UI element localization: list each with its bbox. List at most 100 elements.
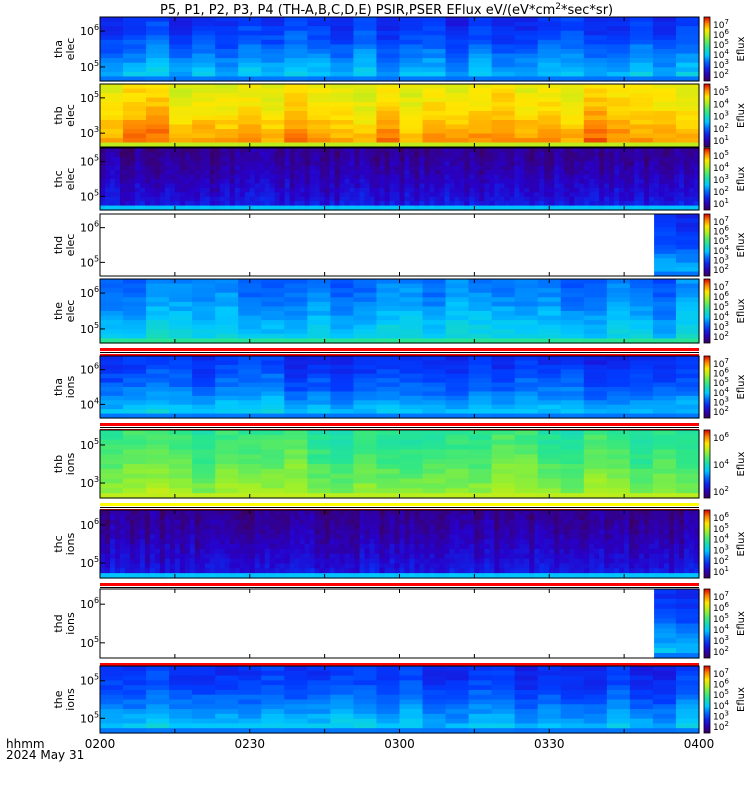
- heatmap-cell: [404, 563, 411, 569]
- heatmap-cell: [304, 205, 311, 211]
- heatmap-cell: [199, 544, 206, 550]
- heatmap-cell: [149, 192, 156, 198]
- heatmap-cell: [491, 329, 516, 335]
- heatmap-cell: [652, 49, 677, 55]
- heatmap-cell: [422, 71, 447, 78]
- heatmap-cell: [404, 161, 411, 167]
- heatmap-cell: [324, 529, 331, 535]
- heatmap-cell: [224, 192, 231, 198]
- heatmap-cell: [284, 115, 308, 121]
- heatmap-cell: [479, 165, 485, 171]
- heatmap-cell: [174, 187, 181, 193]
- heatmap-cell: [494, 573, 500, 579]
- heatmap-cell: [504, 573, 510, 579]
- heatmap-cell: [445, 306, 470, 312]
- heatmap-cell: [269, 187, 276, 193]
- heatmap-cell: [179, 148, 186, 154]
- heatmap-cell: [239, 187, 246, 193]
- heatmap-cell: [244, 514, 251, 521]
- heatmap-cell: [149, 179, 156, 185]
- heatmap-cell: [100, 88, 124, 94]
- heatmap-cell: [394, 161, 401, 167]
- heatmap-cell: [376, 404, 401, 410]
- heatmap-cell: [414, 205, 421, 211]
- heatmap-cell: [329, 161, 336, 167]
- heatmap-cell: [675, 35, 700, 41]
- heatmap-cell: [129, 573, 136, 579]
- heatmap-cell: [639, 179, 645, 185]
- heatmap-cell: [144, 548, 151, 555]
- heatmap-cell: [537, 373, 562, 379]
- heatmap-cell: [459, 573, 465, 579]
- heatmap-cell: [192, 434, 216, 441]
- heatmap-cell: [339, 174, 346, 180]
- heatmap-cell: [675, 454, 700, 460]
- heatmap-cell: [534, 183, 540, 189]
- heatmap-cell: [279, 201, 286, 207]
- heatmap-cell: [259, 510, 266, 516]
- heatmap-cell: [109, 514, 116, 521]
- heatmap-cell: [583, 21, 608, 27]
- heatmap-cell: [394, 568, 401, 574]
- heatmap-cell: [238, 71, 262, 78]
- heatmap-cell: [494, 558, 500, 565]
- heatmap-cell: [229, 148, 236, 154]
- heatmap-cell: [189, 192, 196, 198]
- heatmap-cell: [379, 510, 386, 516]
- y-tick-label: 105: [80, 321, 99, 336]
- heatmap-cell: [100, 26, 124, 32]
- heatmap-cell: [154, 548, 161, 555]
- heatmap-cell: [649, 201, 655, 207]
- heatmap-cell: [100, 430, 124, 436]
- heatmap-cell: [329, 165, 336, 171]
- heatmap-cell: [619, 196, 625, 202]
- heatmap-cell: [489, 539, 495, 545]
- heatmap-cell: [652, 214, 677, 220]
- heatmap-cell: [261, 320, 285, 326]
- heatmap-cell: [537, 138, 562, 144]
- heatmap-cell: [100, 67, 124, 73]
- heatmap-cell: [330, 111, 355, 117]
- heatmap-cell: [404, 568, 411, 574]
- heatmap-cell: [329, 205, 336, 211]
- heatmap-cell: [675, 17, 700, 23]
- heatmap-cell: [609, 196, 615, 202]
- heatmap-cell: [159, 544, 166, 550]
- heatmap-cell: [124, 183, 131, 189]
- heatmap-cell: [344, 573, 351, 579]
- heatmap-cell: [214, 514, 221, 521]
- heatmap-cell: [254, 205, 261, 211]
- heatmap-cell: [559, 156, 565, 162]
- heatmap-cell: [239, 192, 246, 198]
- colorbar-tick-label: 102: [713, 263, 729, 276]
- heatmap-cell: [264, 179, 271, 185]
- heatmap-cell: [376, 124, 401, 130]
- heatmap-cell: [384, 524, 391, 531]
- heatmap-cell: [164, 170, 171, 176]
- heatmap-cell: [674, 156, 680, 162]
- heatmap-cell: [454, 148, 460, 154]
- heatmap-cell: [444, 170, 451, 176]
- heatmap-cell: [309, 548, 316, 555]
- heatmap-cell: [514, 120, 539, 126]
- heatmap-cell: [514, 283, 539, 289]
- heatmap-cell: [199, 192, 206, 198]
- heatmap-cell: [194, 174, 201, 180]
- heatmap-cell: [549, 148, 555, 154]
- heatmap-cell: [399, 53, 424, 59]
- heatmap-cell: [123, 17, 147, 23]
- heatmap-cell: [449, 548, 456, 555]
- heatmap-cell: [624, 196, 630, 202]
- heatmap-cell: [414, 529, 421, 535]
- heatmap-cell: [284, 387, 308, 393]
- heatmap-cell: [652, 279, 677, 285]
- heatmap-cell: [469, 196, 475, 202]
- heatmap-cell: [146, 279, 170, 285]
- heatmap-cell: [309, 201, 316, 207]
- heatmap-cell: [259, 553, 266, 560]
- heatmap-cell: [469, 510, 475, 516]
- heatmap-cell: [307, 449, 331, 455]
- heatmap-cell: [219, 534, 226, 540]
